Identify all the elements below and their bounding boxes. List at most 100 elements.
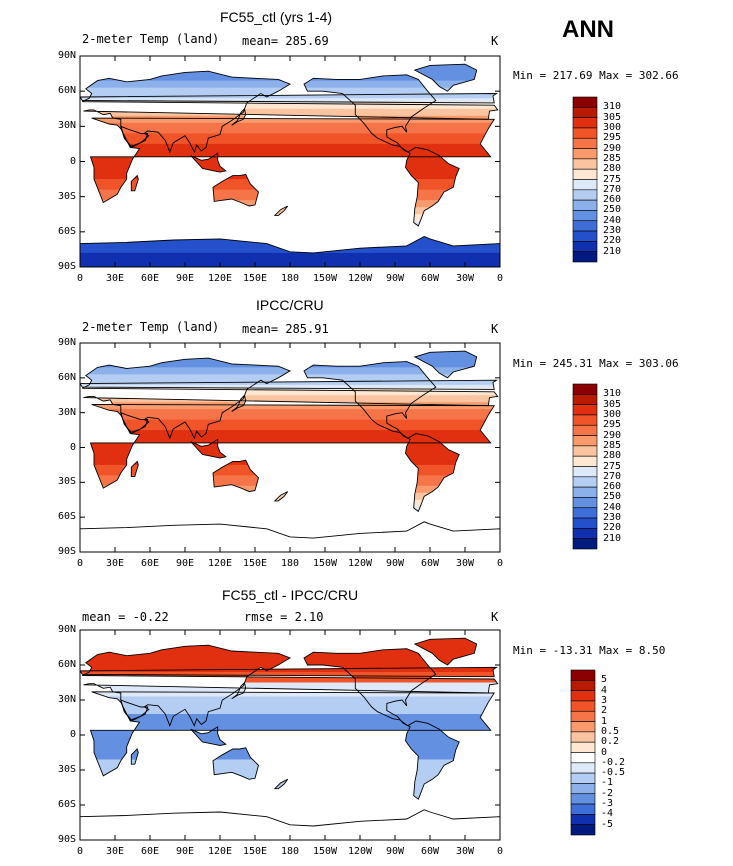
colorbar-level-label: 300: [603, 121, 622, 133]
colorbar-swatch: [572, 466, 598, 478]
colorbar-swatch: [572, 251, 598, 263]
panel-1-variable-label: 2-meter Temp (land): [82, 32, 220, 46]
colorbar-level-label: 0.5: [601, 725, 620, 737]
colorbar-level-label: 285: [603, 152, 622, 164]
colorbar-level-label: 0.2: [601, 736, 620, 748]
panel-1-units-label: K: [491, 34, 499, 48]
coastline-madagascar: [130, 174, 139, 192]
x-tick-label: 90E: [175, 558, 195, 569]
colorbar-level-label: -0.2: [601, 756, 626, 768]
coastline-africa: [89, 404, 496, 489]
colorbar-level-label: 210: [603, 245, 622, 257]
colorbar-level-label: -2: [601, 787, 614, 799]
y-tick-label: 90S: [57, 546, 76, 557]
panel-2-colorbar: [572, 383, 598, 550]
colorbar-level-label: 290: [603, 429, 622, 441]
colorbar-level-label: 250: [603, 204, 622, 216]
colorbar-level-label: -1: [601, 777, 614, 789]
colorbar-level-label: 220: [603, 235, 622, 247]
coastline-greenland: [413, 350, 478, 379]
colorbar-swatch: [572, 230, 598, 242]
colorbar-swatch: [572, 148, 598, 160]
coastline-antarctica: [80, 236, 500, 267]
panel-3-rmse-label: rmse = 2.10: [244, 610, 324, 624]
y-tick-label: 60N: [57, 659, 76, 670]
colorbar-level-label: 285: [603, 439, 622, 451]
y-tick-label: 30N: [57, 694, 76, 705]
colorbar-level-label: -3: [601, 798, 614, 810]
colorbar-swatch: [570, 752, 596, 764]
colorbar-swatch: [570, 803, 596, 815]
coastline-indonesia: [190, 152, 227, 173]
panel-2-title: IPCC/CRU: [256, 297, 324, 313]
colorbar-swatch: [570, 772, 596, 784]
coastline-namerica: [303, 361, 437, 439]
y-tick-label: 60N: [57, 371, 76, 383]
colorbar-level-label: -5: [601, 818, 614, 830]
coastline-australia: [212, 459, 260, 493]
colorbar-swatch: [570, 731, 596, 743]
x-tick-label: 90W: [385, 273, 405, 284]
x-tick-label: 120W: [347, 558, 373, 569]
x-tick-label: 180: [280, 846, 300, 857]
colorbar-swatch: [572, 220, 598, 232]
colorbar-swatch: [572, 476, 598, 488]
colorbar-swatch: [572, 455, 598, 467]
panel-3-map: [79, 629, 501, 841]
panel-1-mean-label: mean= 285.69: [242, 34, 329, 48]
panel-1-colorbar: [572, 96, 598, 263]
x-tick-label: 150W: [312, 558, 338, 569]
colorbar-swatch: [572, 445, 598, 457]
colorbar-level-label: 210: [603, 532, 622, 544]
x-tick-label: 120E: [207, 273, 233, 284]
colorbar-swatch: [570, 710, 596, 722]
colorbar-swatch: [572, 404, 598, 416]
x-tick-label: 180: [280, 273, 300, 284]
colorbar-level-label: 230: [603, 225, 622, 237]
colorbar-swatch: [572, 179, 598, 191]
colorbar-swatch: [572, 528, 598, 539]
x-tick-label: 30E: [105, 846, 125, 857]
x-tick-label: 150E: [242, 273, 268, 284]
colorbar-level-label: 260: [603, 194, 622, 206]
y-tick-label: 30S: [57, 190, 76, 202]
panel-1-title: FC55_ctl (yrs 1-4): [220, 9, 333, 25]
x-tick-label: 150E: [242, 558, 268, 569]
coastline-arabia: [120, 125, 149, 148]
colorbar-swatch: [572, 394, 598, 405]
colorbar-swatch: [572, 383, 598, 395]
colorbar-level-label: 310: [603, 388, 622, 400]
panel-3-minmax: Min = -13.31 Max = 8.50: [513, 644, 666, 657]
y-tick-label: 30N: [57, 406, 76, 418]
x-tick-label: 0: [76, 558, 84, 569]
coastline-japan: [231, 681, 247, 700]
panel-2-variable-label: 2-meter Temp (land): [82, 320, 220, 334]
coastline-nz: [273, 491, 289, 502]
colorbar-level-label: 275: [603, 173, 622, 185]
colorbar-swatch: [572, 137, 598, 149]
colorbar-swatch: [570, 721, 596, 733]
x-tick-label: 0: [76, 846, 84, 857]
colorbar-swatch: [570, 741, 596, 753]
x-tick-label: 120W: [347, 273, 373, 284]
colorbar-level-label: -0.5: [601, 767, 626, 779]
coastline-nz: [273, 205, 289, 216]
colorbar-level-label: 4: [601, 684, 608, 696]
coastline-samerica: [405, 720, 460, 800]
x-tick-label: 120E: [207, 846, 233, 857]
colorbar-swatch: [572, 507, 598, 519]
x-tick-label: 60W: [420, 273, 440, 284]
coastline-madagascar: [130, 460, 139, 477]
coastline-uk: [80, 666, 498, 678]
y-tick-label: 90N: [57, 337, 76, 348]
colorbar-level-label: 250: [603, 491, 622, 503]
y-tick-label: 0: [69, 729, 76, 740]
colorbar-swatch: [572, 424, 598, 436]
coastline-antarctica: [80, 521, 500, 552]
colorbar-swatch: [572, 127, 598, 139]
panel-3-mean-label: mean = -0.22: [82, 610, 169, 624]
panel-1-minmax: Min = 217.69 Max = 302.66: [513, 69, 679, 82]
colorbar-level-label: 260: [603, 481, 622, 493]
panel-2-map: [79, 342, 501, 553]
colorbar-level-label: 230: [603, 512, 622, 524]
